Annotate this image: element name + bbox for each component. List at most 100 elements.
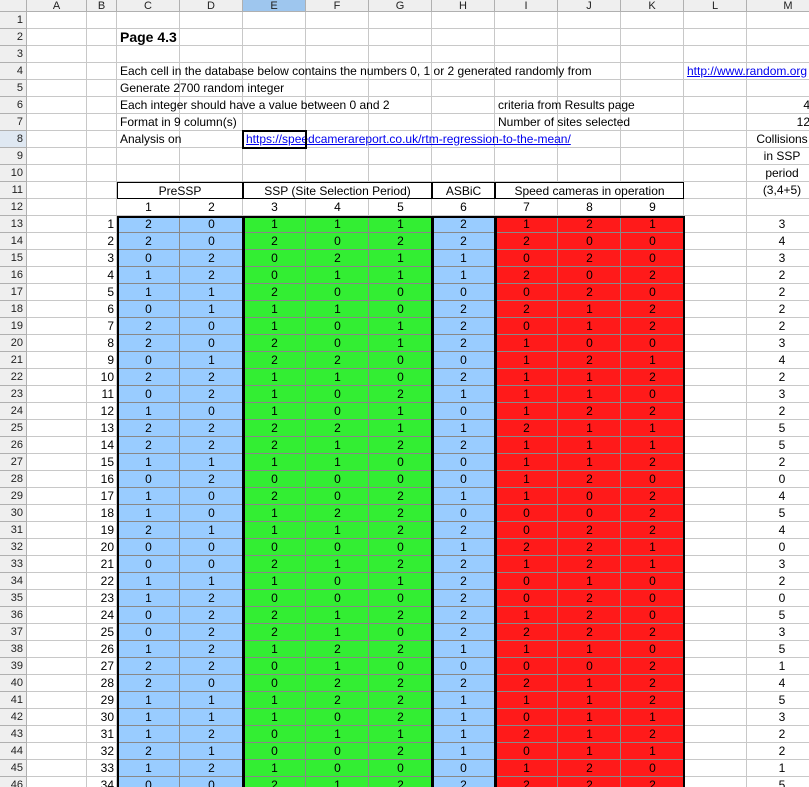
- column-number: 8: [586, 200, 593, 214]
- grid-cell: [495, 420, 558, 437]
- data-cell: 2: [145, 659, 152, 673]
- grid-cell: [432, 199, 495, 216]
- source-link[interactable]: http://www.random.org: [684, 63, 807, 80]
- data-cell: 2: [271, 557, 278, 571]
- data-cell: 2: [271, 353, 278, 367]
- grid-cell: [117, 131, 180, 148]
- collisions-header: (3,4+5): [762, 183, 802, 197]
- grid-cell: [180, 29, 243, 46]
- data-cell: 1: [145, 693, 152, 707]
- data-cell: 2: [586, 217, 593, 231]
- grid-cell: [621, 114, 684, 131]
- data-cell: 0: [649, 608, 656, 622]
- grid-cell: [558, 284, 621, 301]
- grid-cell: [684, 199, 747, 216]
- grid-cell: [684, 216, 747, 233]
- data-cell: 2: [397, 693, 404, 707]
- description-line: Each integer should have a value between…: [120, 98, 390, 112]
- data-cell: 2: [586, 353, 593, 367]
- data-cell: 2: [208, 251, 215, 265]
- column-number: 6: [460, 200, 467, 214]
- grid-cell: [369, 97, 432, 114]
- grid-cell: [243, 420, 306, 437]
- grid-cell: [432, 29, 495, 46]
- grid-cell: [87, 726, 117, 743]
- data-cell: 0: [145, 778, 152, 787]
- grid-cell: [27, 624, 87, 641]
- grid-cell: [243, 114, 306, 131]
- grid-cell: [306, 641, 369, 658]
- collisions-value: 5: [778, 693, 786, 707]
- site-number: 27: [100, 659, 114, 673]
- data-cell: 0: [334, 404, 341, 418]
- column-number: 2: [208, 200, 215, 214]
- grid-cell: [87, 250, 117, 267]
- data-cell: 0: [649, 472, 656, 486]
- grid-cell: [495, 454, 558, 471]
- analysis-link[interactable]: https://speedcamerareport.co.uk/rtm-regr…: [243, 131, 571, 148]
- data-cell: 2: [460, 336, 467, 350]
- grid-cell: [495, 658, 558, 675]
- grid-cell: [495, 80, 558, 97]
- grid-cell: [243, 369, 306, 386]
- data-cell: 2: [649, 506, 656, 520]
- grid-cell: [306, 29, 369, 46]
- data-cell: 0: [460, 353, 467, 367]
- grid-cell: [87, 403, 117, 420]
- data-cell: 2: [208, 761, 215, 775]
- grid-cell: [306, 556, 369, 573]
- grid-cell: [306, 80, 369, 97]
- grid-cell: [243, 12, 306, 29]
- grid-cell: [27, 403, 87, 420]
- grid-cell: [684, 539, 747, 556]
- collisions-value: 1: [778, 659, 786, 673]
- grid-cell: [243, 29, 306, 46]
- data-cell: 0: [208, 540, 215, 554]
- grid-cell: [87, 488, 117, 505]
- grid-cell: [243, 301, 306, 318]
- corner: [0, 0, 27, 12]
- grid-cell: [558, 743, 621, 760]
- grid-cell: [27, 386, 87, 403]
- collisions-value: 4: [778, 353, 786, 367]
- data-cell: 2: [460, 302, 467, 316]
- grid-cell: [27, 675, 87, 692]
- grid-cell: [87, 233, 117, 250]
- data-cell: 0: [586, 268, 593, 282]
- grid-cell: [87, 709, 117, 726]
- grid-cell: [27, 301, 87, 318]
- grid-cell: [27, 63, 87, 80]
- row-header: 4: [0, 63, 27, 80]
- data-cell: 0: [460, 455, 467, 469]
- data-cell: 2: [649, 727, 656, 741]
- grid-cell: [432, 114, 495, 131]
- grid-cell: [621, 80, 684, 97]
- grid-cell: [243, 658, 306, 675]
- grid-cell: [87, 199, 117, 216]
- grid-cell: [306, 46, 369, 63]
- data-cell: 0: [397, 353, 404, 367]
- site-number: 29: [100, 693, 114, 707]
- data-cell: 2: [397, 438, 404, 452]
- link[interactable]: http://www.random.org: [687, 64, 808, 78]
- data-cell: 0: [460, 506, 467, 520]
- data-cell: 1: [208, 710, 215, 724]
- collisions-value: 3: [778, 217, 786, 231]
- data-cell: 0: [334, 761, 341, 775]
- data-cell: 2: [649, 370, 656, 384]
- grid-cell: [558, 250, 621, 267]
- grid-cell: [27, 607, 87, 624]
- data-cell: 1: [208, 744, 215, 758]
- link[interactable]: https://speedcamerareport.co.uk/rtm-regr…: [246, 132, 571, 146]
- grid-cell: [243, 284, 306, 301]
- grid-cell: [747, 80, 809, 97]
- grid-cell: [495, 590, 558, 607]
- data-cell: 1: [523, 693, 530, 707]
- data-cell: 0: [208, 506, 215, 520]
- grid-cell: [621, 63, 684, 80]
- data-cell: 1: [397, 251, 404, 265]
- data-cell: 1: [334, 625, 341, 639]
- row-header: 39: [0, 658, 27, 675]
- data-cell: 2: [208, 727, 215, 741]
- grid-cell: [306, 743, 369, 760]
